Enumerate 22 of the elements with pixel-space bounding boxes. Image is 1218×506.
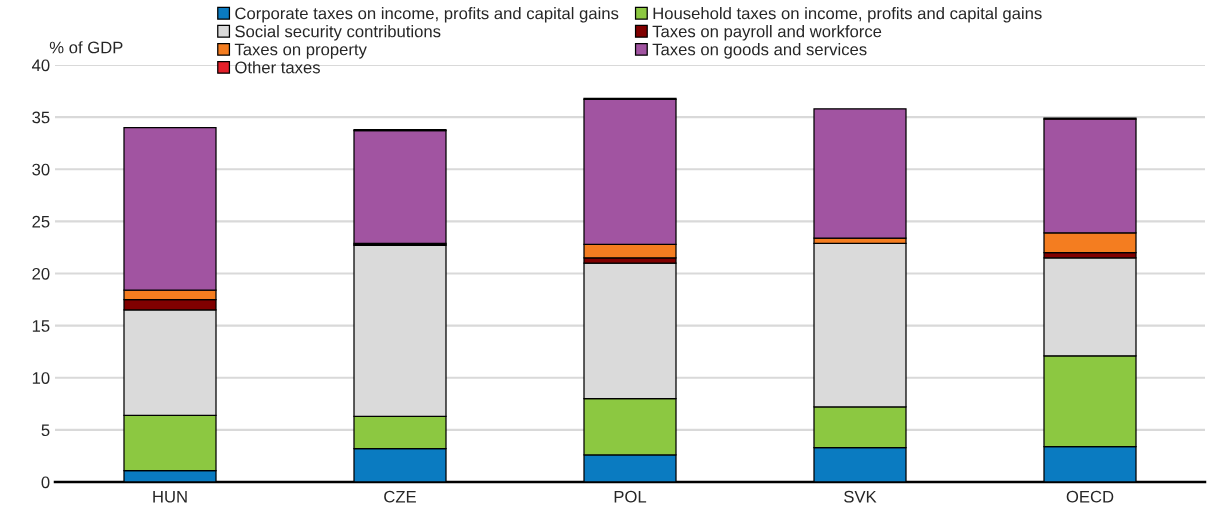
y-tick-label: 20 xyxy=(32,267,50,280)
y-tick-label: 15 xyxy=(32,320,50,332)
x-tick-label: POL xyxy=(614,490,647,503)
legend-label: Taxes on goods and services xyxy=(652,43,867,59)
y-tick-label: 10 xyxy=(32,372,50,384)
y-tick-label: 25 xyxy=(32,215,50,228)
y-tick-label: 35 xyxy=(32,111,50,124)
y-tick-label: 30 xyxy=(32,163,50,176)
legend-label: Social security contributions xyxy=(235,25,441,41)
legend-label: Taxes on property xyxy=(234,43,367,59)
x-tick-label: HUN xyxy=(153,490,187,503)
y-tick-label: 0 xyxy=(41,476,50,489)
legend-label: Corporate taxes on income, profits and capital gains xyxy=(235,7,619,23)
y-tick-label: 5 xyxy=(41,424,50,437)
x-tick-label: CZE xyxy=(384,490,416,503)
legend-label: Other taxes xyxy=(235,61,320,74)
legend-label: Household taxes on income, profits and capital gains xyxy=(653,7,1042,23)
legend-label: Taxes on payroll and workforce xyxy=(652,25,882,41)
y-axis-title: % of GDP xyxy=(49,41,123,54)
x-tick-label: SVK xyxy=(844,490,877,503)
y-tick-label: 40 xyxy=(31,59,50,72)
x-tick-label: OECD xyxy=(1066,490,1114,503)
